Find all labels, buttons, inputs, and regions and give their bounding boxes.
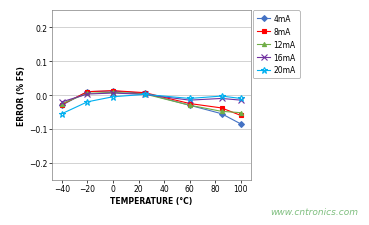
- 12mA: [187, 104, 192, 107]
- 12mA: [143, 93, 147, 96]
- 8mA: [187, 103, 192, 105]
- Line: 16mA: 16mA: [59, 91, 244, 105]
- Y-axis label: ERROR (% FS): ERROR (% FS): [17, 66, 26, 125]
- 4mA: [85, 91, 90, 94]
- 12mA: [60, 103, 64, 105]
- 20mA: [85, 101, 90, 104]
- 12mA: [111, 92, 115, 94]
- 4mA: [219, 113, 224, 116]
- 16mA: [238, 99, 243, 102]
- 16mA: [143, 94, 147, 96]
- 16mA: [60, 101, 64, 104]
- 12mA: [85, 93, 90, 95]
- 4mA: [111, 90, 115, 93]
- 20mA: [238, 98, 243, 100]
- 4mA: [187, 104, 192, 107]
- 20mA: [60, 113, 64, 116]
- Line: 8mA: 8mA: [60, 89, 243, 118]
- 20mA: [187, 98, 192, 100]
- 20mA: [219, 95, 224, 98]
- 4mA: [238, 123, 243, 126]
- 8mA: [85, 91, 90, 94]
- 16mA: [85, 93, 90, 96]
- 8mA: [219, 107, 224, 110]
- 16mA: [111, 92, 115, 95]
- Line: 4mA: 4mA: [60, 90, 243, 126]
- 8mA: [238, 115, 243, 117]
- 4mA: [143, 93, 147, 95]
- 20mA: [143, 94, 147, 96]
- 16mA: [219, 98, 224, 100]
- 12mA: [238, 112, 243, 115]
- 12mA: [219, 110, 224, 113]
- Line: 20mA: 20mA: [58, 92, 244, 118]
- Legend: 4mA, 8mA, 12mA, 16mA, 20mA: 4mA, 8mA, 12mA, 16mA, 20mA: [253, 11, 300, 79]
- 8mA: [111, 90, 115, 93]
- 8mA: [60, 104, 64, 106]
- 8mA: [143, 92, 147, 95]
- 16mA: [187, 99, 192, 102]
- Line: 12mA: 12mA: [60, 91, 243, 115]
- 4mA: [60, 104, 64, 107]
- Text: www.cntronics.com: www.cntronics.com: [270, 207, 358, 216]
- 20mA: [111, 96, 115, 99]
- X-axis label: TEMPERATURE (°C): TEMPERATURE (°C): [110, 196, 192, 205]
